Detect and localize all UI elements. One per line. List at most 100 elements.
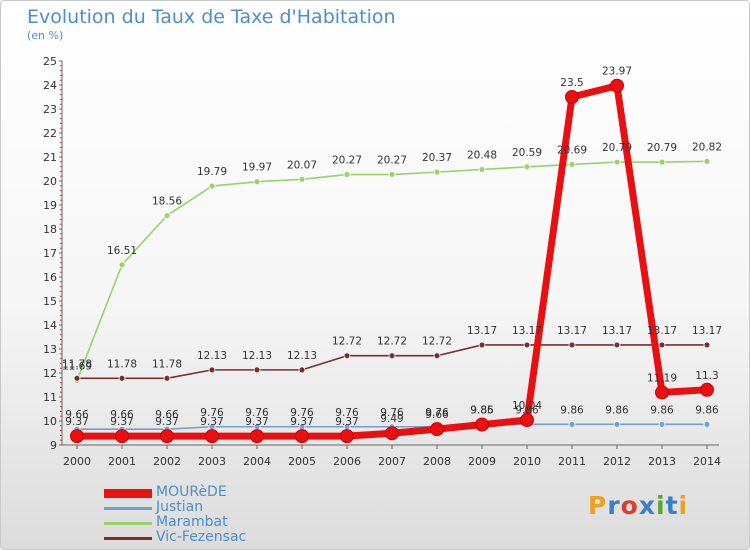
x-tick-label: 2014 (693, 455, 721, 468)
data-point (478, 166, 486, 173)
x-tick-label: 2013 (648, 455, 676, 468)
x-tick-label: 2007 (378, 455, 406, 468)
brand-letter: x (638, 491, 656, 520)
data-label: 9.66 (155, 409, 179, 421)
data-point (118, 261, 126, 269)
x-tick-label: 2003 (198, 455, 226, 468)
legend-label: Justian (156, 499, 204, 515)
data-point (250, 429, 264, 444)
y-tick-label: 16 (43, 271, 57, 284)
data-point (655, 385, 669, 400)
x-tick-label: 2012 (603, 455, 631, 468)
series-layer (70, 78, 714, 444)
data-label: 9.37 (200, 416, 223, 428)
data-label: 19.97 (242, 162, 272, 174)
data-point (343, 171, 351, 178)
data-label: 9.86 (650, 404, 674, 416)
legend-label: Marambat (156, 514, 228, 530)
x-tick-label: 2000 (63, 455, 91, 468)
data-point (118, 374, 126, 382)
x-tick-label: 2009 (468, 455, 496, 468)
y-tick-label: 20 (43, 175, 57, 188)
data-label: 20.48 (467, 149, 497, 161)
x-tick-label: 2004 (243, 455, 271, 468)
data-label: 9.66 (65, 409, 89, 421)
y-tick-label: 11 (43, 391, 57, 404)
data-label: 9.49 (380, 413, 403, 425)
data-point (343, 352, 351, 360)
data-point (298, 175, 306, 183)
data-label: 9.86 (695, 404, 719, 416)
data-label: 20.79 (602, 142, 632, 154)
legend-item: Marambat (104, 514, 354, 531)
data-label: 9.86 (560, 404, 584, 416)
series-line-0 (73, 82, 711, 440)
data-label: 13.17 (692, 325, 722, 337)
data-point (73, 374, 81, 382)
data-label: 13.17 (512, 325, 542, 337)
data-point (568, 420, 576, 428)
y-tick-label: 10 (43, 415, 57, 428)
chart-subtitle: (en %) (27, 29, 64, 42)
brand-letter: P (588, 491, 608, 520)
data-label: 23.5 (560, 77, 583, 89)
data-label: 9.37 (155, 416, 178, 428)
axes: 9 10 11 12 13 14 15 16 17 18 19 20 21 22 23 24 25 2000 200… (43, 55, 721, 468)
data-point (340, 429, 354, 444)
brand-letter: t (665, 491, 679, 520)
y-tick-label: 9 (50, 439, 57, 452)
legend-label: Vic-Fezensac (156, 529, 247, 545)
data-label: 9.86 (470, 404, 494, 416)
data-label: 12.13 (287, 350, 317, 362)
data-point (253, 178, 261, 186)
data-label: 20.79 (647, 142, 677, 154)
data-label: 12.13 (197, 350, 227, 362)
data-label: 20.69 (557, 144, 587, 156)
x-tick-label: 2005 (288, 455, 316, 468)
data-point (520, 413, 534, 428)
data-label: 9.76 (245, 407, 269, 419)
data-label: 9.76 (380, 407, 404, 419)
x-tick-label: 2006 (333, 455, 361, 468)
chart-title: Evolution du Taux de Taxe d'Habitation (27, 6, 396, 28)
data-point (703, 341, 711, 349)
data-label: 16.51 (107, 245, 137, 257)
data-point (478, 341, 486, 349)
data-label: 9.37 (335, 416, 358, 428)
data-point (208, 366, 216, 374)
y-tick-label: 23 (43, 103, 57, 116)
brand-letter: i (678, 491, 689, 520)
data-point (295, 429, 309, 444)
data-point (475, 417, 489, 432)
data-point (433, 168, 441, 176)
x-tick-label: 2001 (108, 455, 136, 468)
legend-item: Justian (104, 499, 354, 516)
y-tick-label: 18 (43, 223, 57, 236)
data-label: 12.72 (422, 336, 452, 348)
data-label: 13.17 (467, 325, 497, 337)
data-label: 12.72 (332, 336, 362, 348)
data-point (430, 422, 444, 437)
data-label: 18.56 (152, 196, 182, 208)
y-tick-label: 13 (43, 343, 57, 356)
data-label: 20.37 (422, 152, 452, 164)
data-point (205, 429, 219, 444)
data-label: 20.27 (332, 155, 362, 167)
data-point (610, 78, 624, 93)
legend-swatch (104, 537, 152, 540)
y-tick-label: 21 (43, 151, 57, 164)
data-point (613, 420, 621, 428)
y-tick-label: 22 (43, 127, 57, 140)
data-point (115, 429, 129, 444)
data-labels: 11.69 16.51 18.56 19.79 19.97 20.07 20.27 20.27… (62, 66, 722, 428)
legend-item: Vic-Fezensac (104, 529, 354, 546)
data-label: 13.17 (557, 325, 587, 337)
y-tick-label: 25 (43, 55, 57, 68)
brand-letter: r (607, 491, 621, 520)
data-point (658, 158, 666, 166)
data-point (433, 352, 441, 360)
data-point (163, 374, 171, 382)
data-label: 11.69 (62, 360, 92, 372)
data-label: 20.82 (692, 141, 722, 153)
